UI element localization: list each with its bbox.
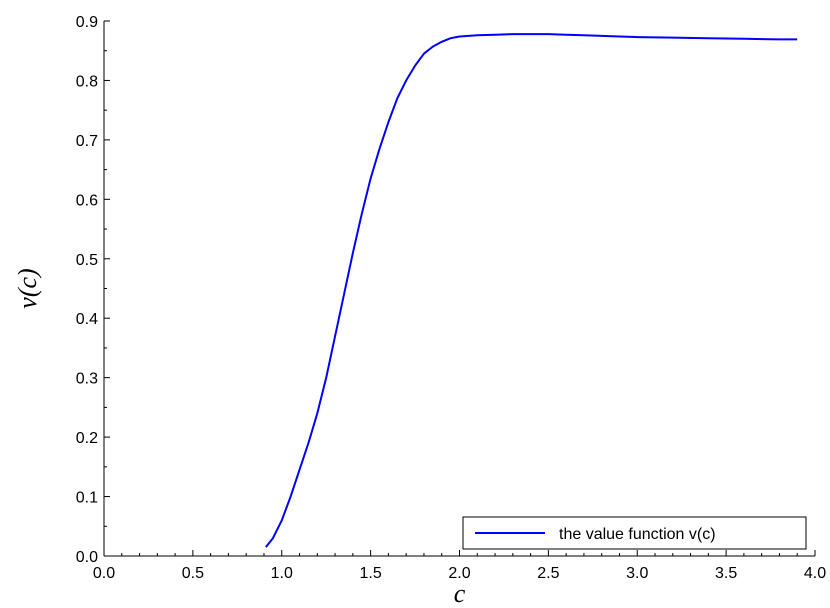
axes: 0.0 0.1 0.2 0.3 0.4 0.5 0.6 0.7 0.8 0.9 0.0 0.5 1.0 1…	[76, 14, 826, 582]
y-tick-label: 0.0	[76, 549, 98, 566]
y-axis-title: v(c)	[13, 268, 42, 308]
y-tick-label: 0.8	[76, 73, 98, 90]
x-tick-label: 0.0	[93, 565, 115, 582]
x-tick-label: 0.5	[182, 565, 204, 582]
y-tick-label: 0.7	[76, 133, 98, 150]
x-tick-label: 2.5	[537, 565, 559, 582]
x-tick-label: 3.5	[715, 565, 737, 582]
y-tick-label: 0.1	[76, 490, 98, 507]
series-line-0	[265, 33, 798, 548]
plot-area	[265, 33, 798, 548]
y-tick-label: 0.3	[76, 371, 98, 388]
x-tick-label: 3.0	[626, 565, 648, 582]
y-tick-label: 0.9	[76, 14, 98, 31]
y-tick-label: 0.4	[76, 311, 98, 328]
x-tick-label: 4.0	[804, 565, 826, 582]
y-tick-label: 0.2	[76, 430, 98, 447]
legend-label: the value function v(c)	[559, 526, 716, 543]
x-tick-label: 2.0	[448, 565, 470, 582]
y-tick-label: 0.6	[76, 192, 98, 209]
y-tick-label: 0.5	[76, 252, 98, 269]
x-tick-label: 1.0	[271, 565, 293, 582]
legend: the value function v(c)	[462, 516, 807, 550]
x-tick-label: 1.5	[360, 565, 382, 582]
x-axis-title: c	[454, 579, 466, 608]
y-axis-title-group: v(c)	[13, 268, 42, 308]
